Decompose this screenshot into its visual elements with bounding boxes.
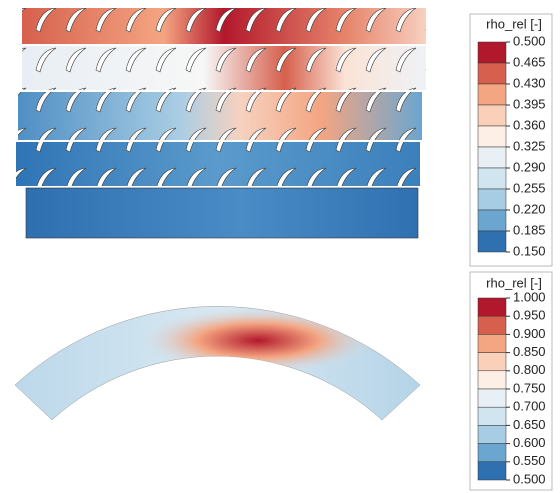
colorbar-band [478,407,506,425]
colorbar-tick-label: 0.550 [513,453,546,468]
colorbar-tick-label: 0.900 [513,326,546,341]
colorbar-band [478,84,506,105]
colorbar-band [478,389,506,407]
turbine-contour [16,8,426,238]
annulus-contour [15,306,420,420]
colorbar-band [478,425,506,443]
colorbar-tick-label: 0.185 [513,222,546,237]
colorbar-band [478,105,506,126]
colorbar-tick-label: 0.395 [513,96,546,111]
colorbar-tick-label: 0.255 [513,180,546,195]
blades [22,8,426,44]
colorbar-band [478,444,506,462]
colorbar-tick-label: 0.290 [513,159,546,174]
row [26,188,418,238]
colorbar-tick-label: 0.750 [513,380,546,395]
colorbar-tick-label: 0.850 [513,344,546,359]
colorbar: rho_rel [-] 0.500 0.465 0.430 0.395 0.360 0.3… [470,14,552,266]
colorbar-tick-label: 0.950 [513,308,546,323]
colorbar-band [478,371,506,389]
colorbar-tick-label: 1.000 [513,289,546,304]
colorbar-tick-label: 0.800 [513,362,546,377]
colorbar-band [478,353,506,371]
blades [16,142,420,186]
blades [22,46,426,90]
figure: rho_rel [-] 0.500 0.465 0.430 0.395 0.360 0.3… [0,0,560,493]
colorbar-tick-label: 0.430 [513,75,546,90]
colorbar-band [478,126,506,147]
colorbar-band [478,231,506,252]
colorbar-tick-label: 0.650 [513,417,546,432]
blades [18,92,422,140]
colorbar-band [478,462,506,480]
colorbar-band [478,168,506,189]
colorbar-tick-label: 0.600 [513,435,546,450]
colorbar-tick-label: 0.150 [513,243,546,258]
colorbar-tick-label: 0.220 [513,201,546,216]
colorbar-title: rho_rel [-] [486,275,542,290]
annulus-hotspot [15,306,420,420]
colorbar-band [478,63,506,84]
colorbar-band [478,334,506,352]
colorbar-tick-label: 0.325 [513,138,546,153]
colorbar-tick-label: 0.700 [513,399,546,414]
colorbar-band [478,316,506,334]
colorbar-band [478,42,506,63]
colorbar-tick-label: 0.465 [513,54,546,69]
colorbar-title: rho_rel [-] [486,16,542,31]
colorbar-band [478,210,506,231]
colorbar-band [478,147,506,168]
colorbar-band [478,298,506,316]
colorbar-tick-label: 0.360 [513,117,546,132]
colorbar: rho_rel [-] 1.000 0.950 0.900 0.850 0.800 0.7… [470,272,552,490]
colorbar-band [478,189,506,210]
colorbar-tick-label: 0.500 [513,471,546,486]
colorbar-tick-label: 0.500 [513,33,546,48]
